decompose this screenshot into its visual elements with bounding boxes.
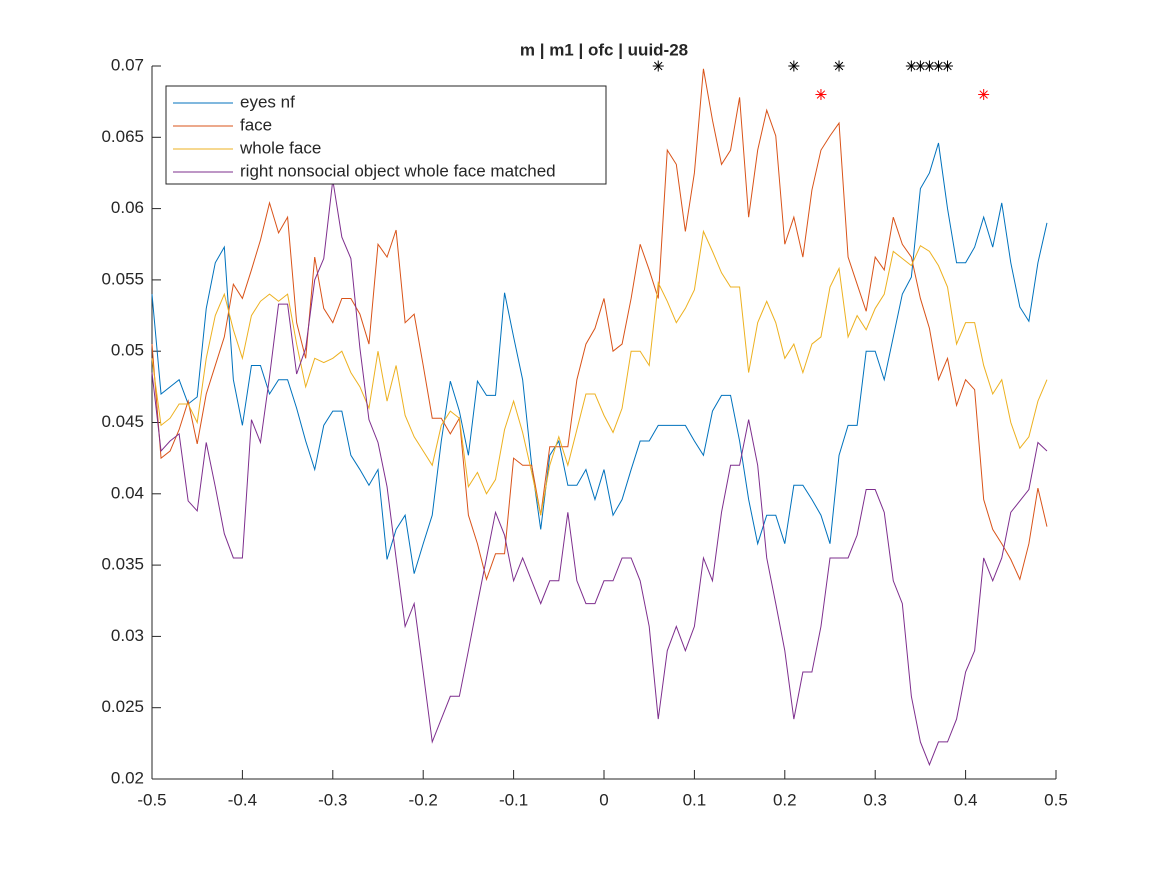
chart-title: m | m1 | ofc | uuid-28 bbox=[520, 40, 688, 59]
y-tick-label: 0.05 bbox=[111, 341, 144, 360]
x-tick-label: 0.4 bbox=[954, 790, 978, 809]
y-tick-label: 0.055 bbox=[101, 269, 144, 288]
marker-stroke bbox=[925, 61, 934, 71]
significance-marker bbox=[932, 60, 944, 72]
y-tick-label: 0.035 bbox=[101, 555, 144, 574]
legend-label: face bbox=[240, 115, 272, 134]
x-tick-label: 0.3 bbox=[863, 790, 887, 809]
marker-stroke bbox=[654, 61, 663, 71]
series-line bbox=[151, 180, 1048, 767]
y-tick-label: 0.04 bbox=[111, 483, 144, 502]
marker-stroke bbox=[934, 61, 943, 71]
marker-stroke bbox=[943, 61, 952, 71]
significance-marker bbox=[914, 60, 926, 72]
significance-marker bbox=[815, 89, 827, 101]
significance-marker bbox=[652, 60, 664, 72]
marker-stroke bbox=[789, 61, 799, 71]
significance-marker bbox=[942, 60, 954, 72]
x-tick-label: -0.3 bbox=[318, 790, 347, 809]
legend-label: right nonsocial object whole face matche… bbox=[240, 161, 556, 180]
marker-stroke bbox=[816, 90, 826, 99]
significance-marker bbox=[788, 60, 800, 72]
x-tick-label: 0 bbox=[599, 790, 608, 809]
marker-stroke bbox=[907, 61, 916, 71]
x-tick-label: -0.2 bbox=[409, 790, 438, 809]
legend-label: eyes nf bbox=[240, 92, 295, 111]
significance-marker bbox=[978, 89, 990, 101]
marker-stroke bbox=[834, 61, 844, 71]
x-tick-label: 0.2 bbox=[773, 790, 797, 809]
plot-area bbox=[152, 66, 1056, 779]
significance-marker bbox=[833, 60, 845, 72]
y-tick-label: 0.065 bbox=[101, 127, 144, 146]
series-line bbox=[151, 229, 1048, 516]
x-tick-label: 0.5 bbox=[1044, 790, 1068, 809]
y-tick-label: 0.03 bbox=[111, 626, 144, 645]
legend-box bbox=[165, 85, 607, 185]
y-tick-label: 0.06 bbox=[111, 198, 144, 217]
legend-label: whole face bbox=[239, 138, 321, 157]
series-line bbox=[151, 142, 1048, 574]
series-line bbox=[151, 68, 1048, 582]
x-tick-label: 0.1 bbox=[683, 790, 707, 809]
y-tick-label: 0.025 bbox=[101, 697, 144, 716]
y-tick-label: 0.045 bbox=[101, 412, 144, 431]
y-tick-label: 0.07 bbox=[111, 55, 144, 74]
x-tick-label: -0.5 bbox=[137, 790, 166, 809]
marker-stroke bbox=[916, 61, 925, 71]
marker-stroke bbox=[979, 90, 988, 99]
x-tick-label: -0.4 bbox=[228, 790, 257, 809]
x-tick-label: -0.1 bbox=[499, 790, 528, 809]
y-tick-label: 0.02 bbox=[111, 768, 144, 787]
